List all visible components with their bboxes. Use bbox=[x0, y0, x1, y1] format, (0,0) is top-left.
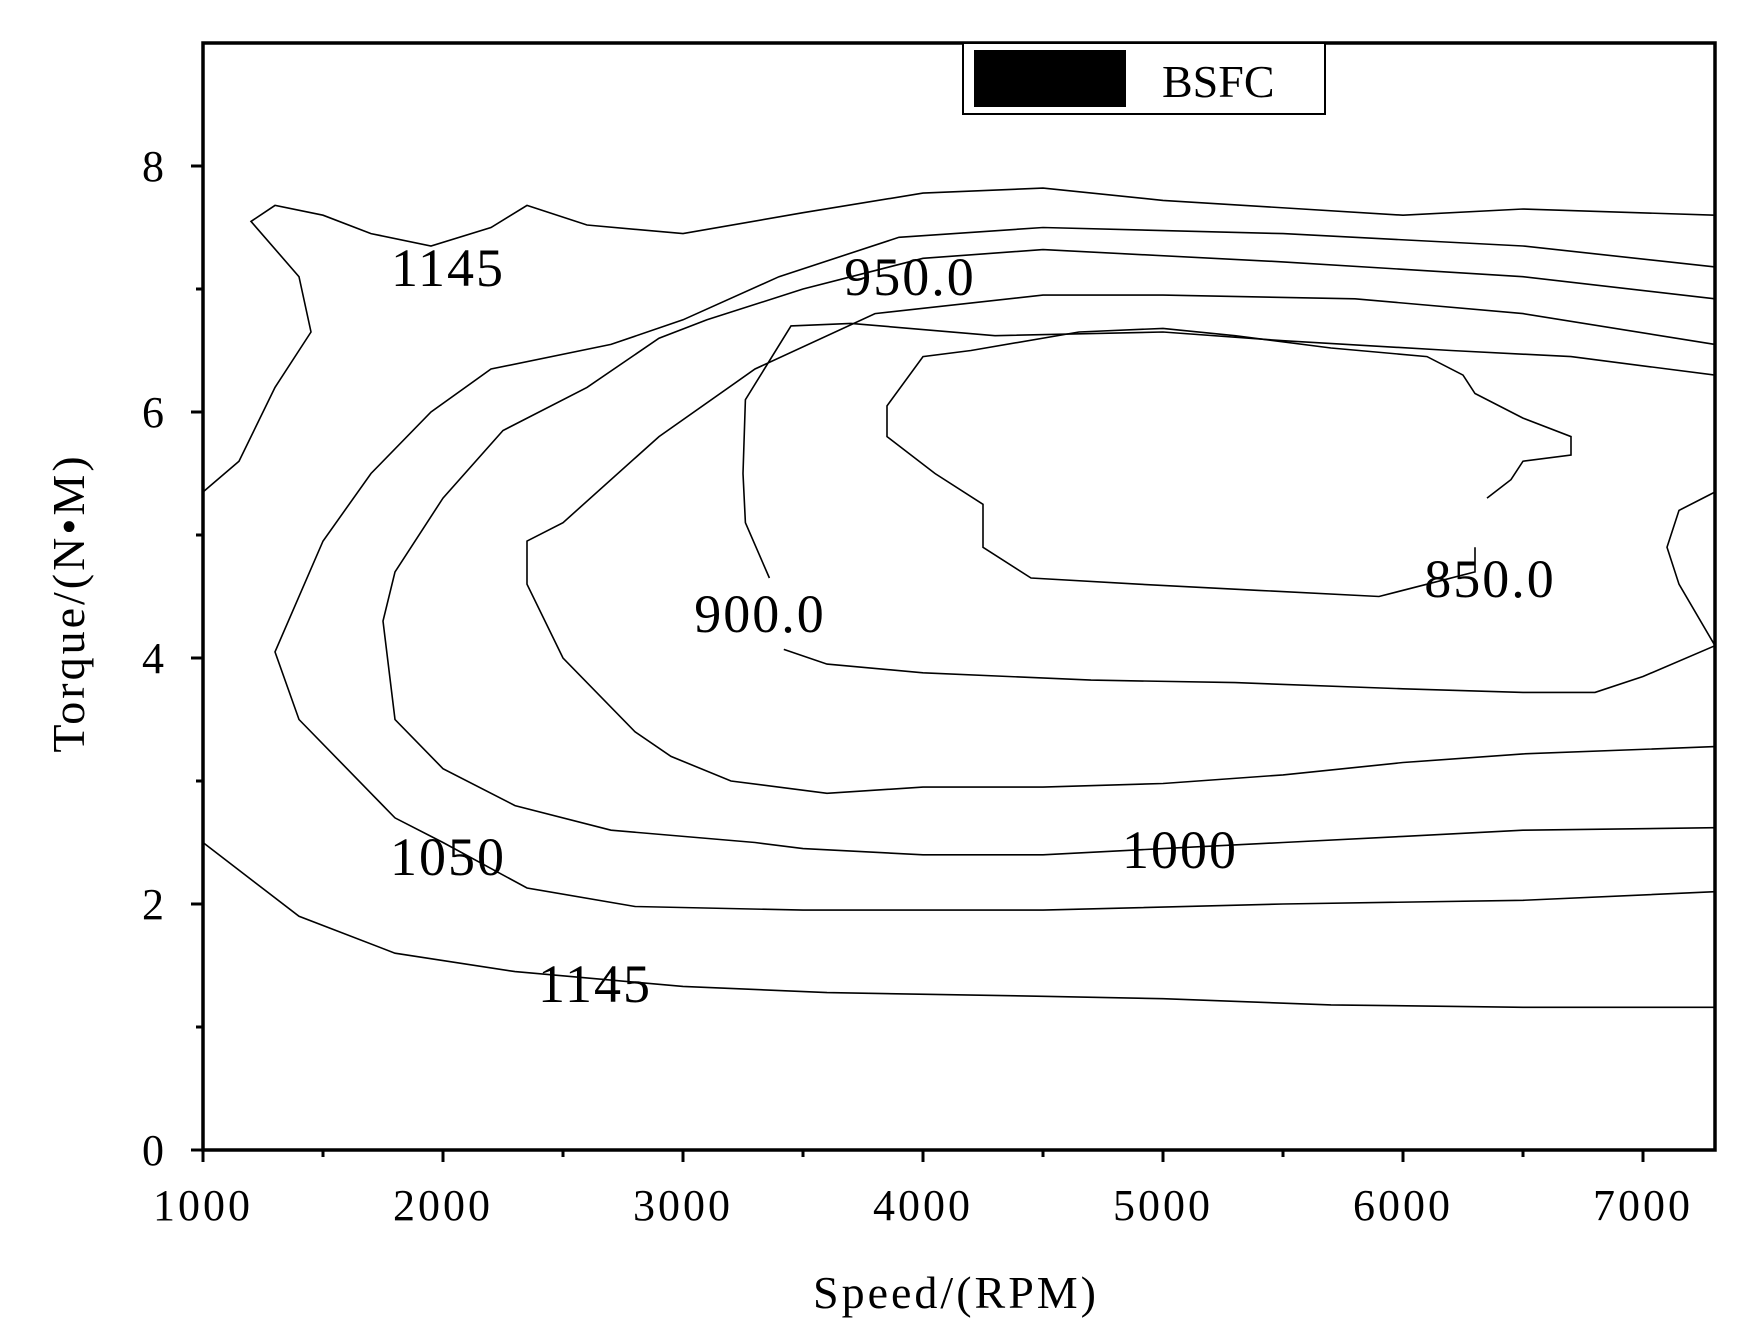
contour-label-1: 1145 bbox=[391, 238, 505, 298]
y-tick-label: 0 bbox=[142, 1126, 167, 1175]
contour-line-7 bbox=[886, 327, 1572, 598]
contour-line-4 bbox=[526, 294, 1716, 795]
y-tick-label: 2 bbox=[142, 880, 167, 929]
legend: BSFC bbox=[962, 42, 1326, 115]
contour-label-0: 1145 bbox=[538, 954, 652, 1014]
contour-label-3: 1000 bbox=[1122, 820, 1238, 880]
legend-swatch bbox=[974, 50, 1126, 107]
y-tick-label: 4 bbox=[142, 634, 167, 683]
x-axis-title: Speed/(RPM) bbox=[813, 1267, 1099, 1318]
y-axis-title: Torque/(N•M) bbox=[43, 453, 94, 752]
x-tick-label: 4000 bbox=[873, 1181, 973, 1230]
contour-line-2 bbox=[274, 226, 1716, 911]
contour-line-0 bbox=[202, 841, 1715, 1009]
axes: 1000 2000 3000 4000 5000 6000 7000 0 2 4 6 8 bbox=[142, 41, 1717, 1230]
plot-frame bbox=[201, 41, 1717, 1152]
y-tick-label: 6 bbox=[142, 388, 167, 437]
contour-lines bbox=[202, 187, 1716, 1009]
y-tick-label: 8 bbox=[142, 142, 167, 191]
x-tick-label: 5000 bbox=[1113, 1181, 1213, 1230]
legend-label: BSFC bbox=[1162, 56, 1275, 107]
x-tick-label: 1000 bbox=[153, 1181, 253, 1230]
x-tick-label: 3000 bbox=[633, 1181, 733, 1230]
x-tick-label: 7000 bbox=[1593, 1181, 1693, 1230]
contour-label-4: 950.0 bbox=[844, 247, 976, 307]
contour-line-1 bbox=[202, 187, 1716, 493]
x-tick-label: 6000 bbox=[1353, 1181, 1453, 1230]
contour-label-2: 1050 bbox=[390, 827, 506, 887]
contour-line-3 bbox=[382, 248, 1716, 856]
x-tick-label: 2000 bbox=[393, 1181, 493, 1230]
contour-labels: 1145 1145 1050 1000 950.0 900.0 850.0 bbox=[390, 238, 1556, 1014]
contour-label-7: 850.0 bbox=[1424, 549, 1556, 609]
contour-line-5 bbox=[742, 322, 1716, 649]
contour-label-5: 900.0 bbox=[694, 584, 826, 644]
contour-line-6 bbox=[783, 644, 1716, 694]
